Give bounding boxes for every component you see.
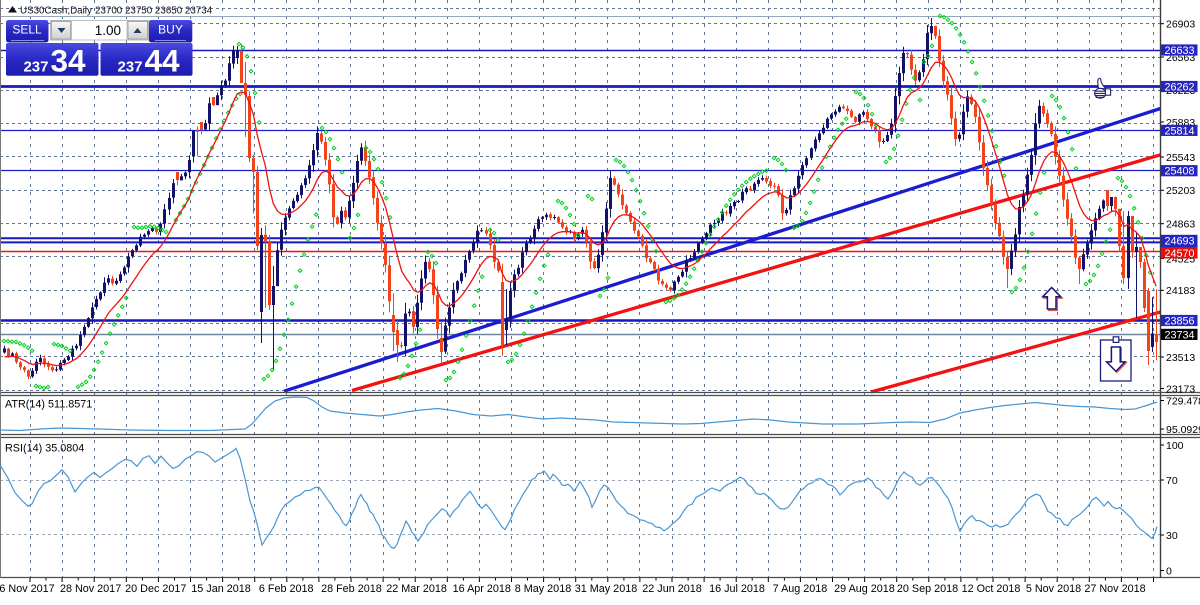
svg-text:6 Feb 2018: 6 Feb 2018 xyxy=(259,583,314,595)
svg-text:95.0929: 95.0929 xyxy=(1166,424,1200,436)
svg-text:RSI(14) 35.0804: RSI(14) 35.0804 xyxy=(5,443,84,455)
svg-text:23513: 23513 xyxy=(1166,352,1195,364)
svg-text:44: 44 xyxy=(145,43,181,79)
svg-text:0: 0 xyxy=(1166,565,1172,577)
svg-text:16 Jul 2018: 16 Jul 2018 xyxy=(709,583,765,595)
svg-text:31 May 2018: 31 May 2018 xyxy=(575,583,637,595)
svg-text:16 Apr 2018: 16 Apr 2018 xyxy=(453,583,511,595)
svg-text:29 Aug 2018: 29 Aug 2018 xyxy=(834,583,895,595)
svg-text:729.4786: 729.4786 xyxy=(1166,395,1200,407)
svg-text:23700 23750 23650 23734: 23700 23750 23650 23734 xyxy=(95,6,213,17)
svg-text:70: 70 xyxy=(1166,475,1178,487)
svg-text:BUY: BUY xyxy=(158,23,183,37)
svg-text:ATR(14) 511.8571: ATR(14) 511.8571 xyxy=(5,399,92,411)
svg-text:22 Mar 2018: 22 Mar 2018 xyxy=(386,583,447,595)
svg-text:SELL: SELL xyxy=(12,23,42,37)
svg-text:237: 237 xyxy=(23,59,48,76)
svg-text:23734: 23734 xyxy=(1165,329,1195,341)
svg-text:6 Nov 2017: 6 Nov 2017 xyxy=(0,583,55,595)
svg-text:26262: 26262 xyxy=(1165,81,1195,93)
svg-text:237: 237 xyxy=(117,59,142,76)
svg-text:28 Feb 2018: 28 Feb 2018 xyxy=(321,583,382,595)
svg-text:23173: 23173 xyxy=(1166,383,1195,395)
svg-text:23856: 23856 xyxy=(1165,315,1195,327)
svg-text:20 Dec 2017: 20 Dec 2017 xyxy=(125,583,186,595)
svg-text:100: 100 xyxy=(1166,440,1184,452)
svg-text:25814: 25814 xyxy=(1165,125,1195,137)
svg-text:12 Oct 2018: 12 Oct 2018 xyxy=(962,583,1021,595)
svg-text:1.00: 1.00 xyxy=(95,23,121,38)
svg-text:20 Sep 2018: 20 Sep 2018 xyxy=(897,583,958,595)
svg-text:25408: 25408 xyxy=(1165,166,1195,178)
svg-text:24693: 24693 xyxy=(1165,235,1195,247)
svg-text:24570: 24570 xyxy=(1165,248,1195,260)
svg-text:15 Jan 2018: 15 Jan 2018 xyxy=(191,583,250,595)
svg-text:26633: 26633 xyxy=(1165,45,1195,57)
svg-text:28 Nov 2017: 28 Nov 2017 xyxy=(60,583,121,595)
svg-text:8 May 2018: 8 May 2018 xyxy=(515,583,571,595)
svg-text:34: 34 xyxy=(51,43,87,79)
svg-text:US30Cash,Daily: US30Cash,Daily xyxy=(20,6,92,17)
svg-text:24863: 24863 xyxy=(1166,219,1195,231)
svg-text:24183: 24183 xyxy=(1166,285,1195,297)
svg-text:7 Aug 2018: 7 Aug 2018 xyxy=(773,583,828,595)
svg-text:26903: 26903 xyxy=(1166,19,1195,31)
svg-text:5 Nov 2018: 5 Nov 2018 xyxy=(1026,583,1081,595)
svg-text:25203: 25203 xyxy=(1166,185,1195,197)
svg-text:22 Jun 2018: 22 Jun 2018 xyxy=(642,583,701,595)
svg-text:25543: 25543 xyxy=(1166,152,1195,164)
svg-text:27 Nov 2018: 27 Nov 2018 xyxy=(1084,583,1145,595)
svg-text:30: 30 xyxy=(1166,530,1178,542)
